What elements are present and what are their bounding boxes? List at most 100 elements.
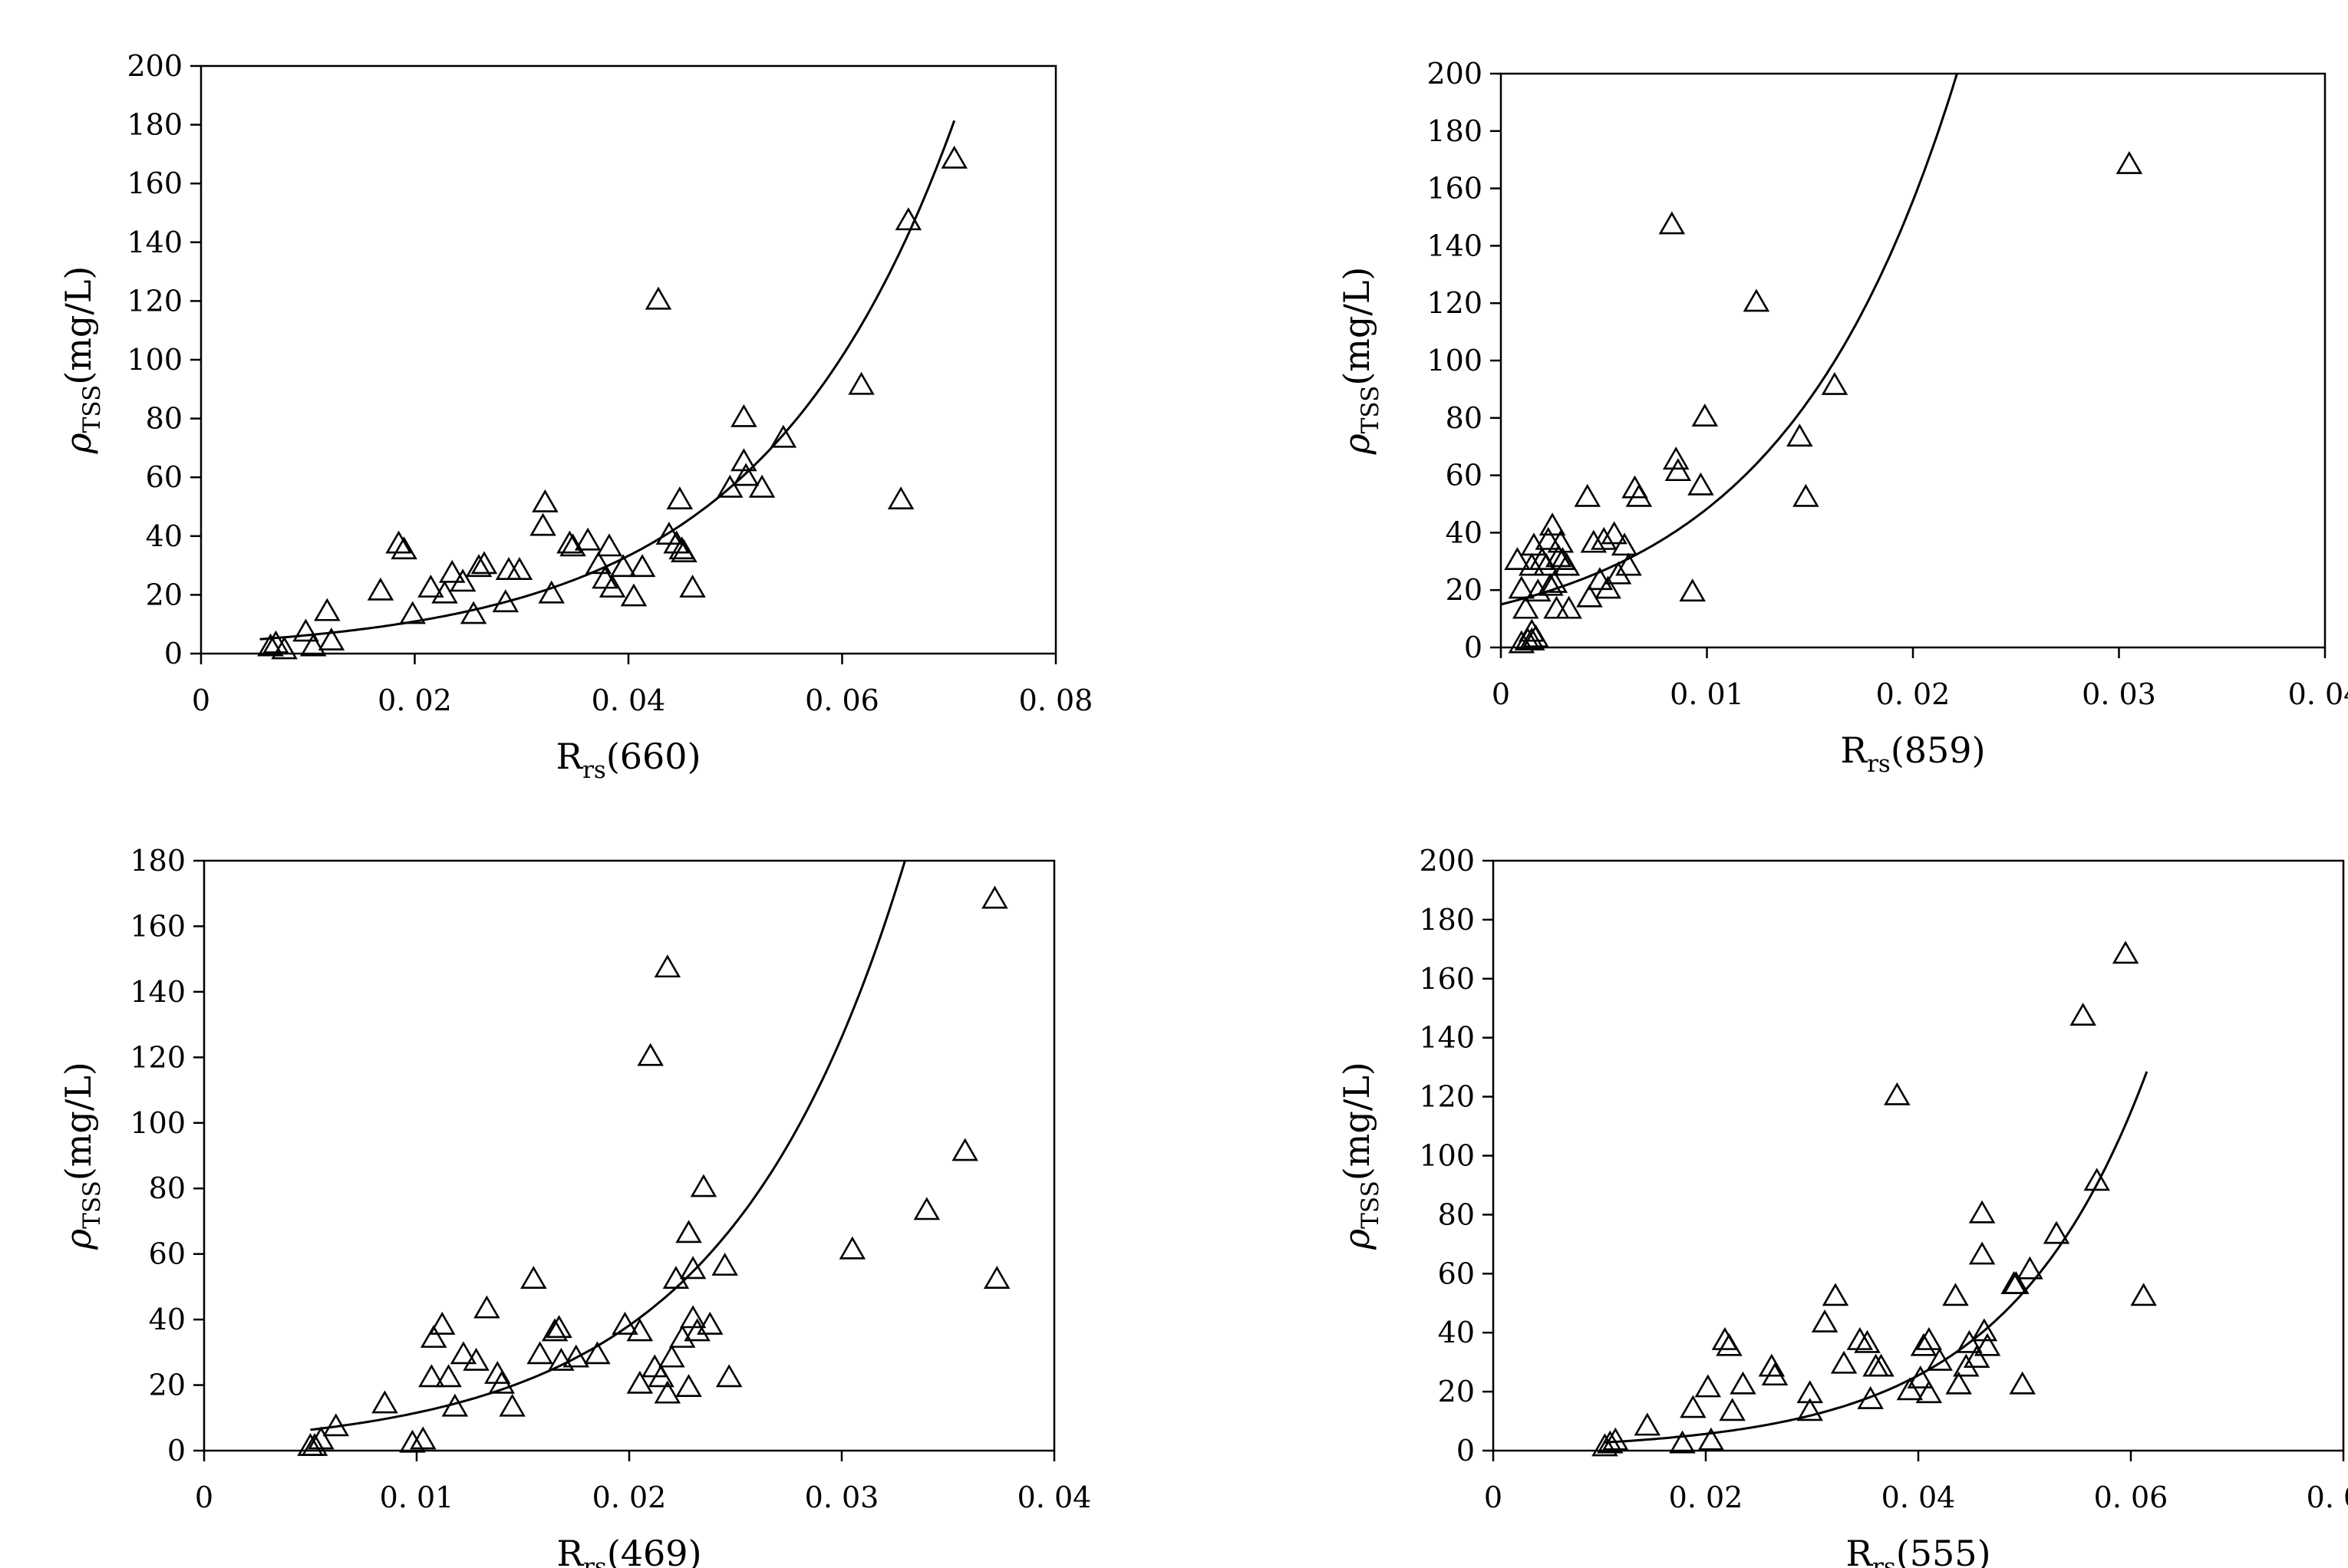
data-point-triangle [431, 580, 458, 604]
data-point-triangle [1532, 552, 1560, 576]
data-point-triangle [732, 463, 760, 486]
x-tick-label: 0. 08 [1019, 684, 1093, 717]
data-point-triangle [1604, 561, 1632, 585]
data-point-triangle [492, 589, 519, 613]
data-point-triangle [548, 1347, 575, 1371]
data-point-triangle [435, 1364, 462, 1388]
data-point-triangle [1786, 423, 1813, 447]
chart-panel-rrs859: 0 20 40 60 80 100 120 140 160 180 200 0 0. 01 0. 02 0.… [1336, 57, 2348, 778]
y-tick-label: 200 [1426, 57, 1482, 91]
fit-curve [1604, 1071, 2148, 1444]
data-point-triangle [292, 618, 319, 642]
data-point-triangle [399, 1429, 426, 1453]
data-point-triangle [1519, 627, 1545, 651]
data-point-triangle [1716, 1332, 1743, 1356]
data-point-triangle [675, 1374, 702, 1398]
y-tick-label: 0 [167, 1434, 186, 1468]
data-point-triangle [1586, 567, 1614, 591]
data-point-triangle [1691, 404, 1719, 427]
data-point-triangle [1730, 1371, 1756, 1395]
data-point-triangle [529, 512, 556, 536]
data-point-triangle [1974, 1332, 2001, 1356]
y-tick-label: 0 [1464, 631, 1482, 664]
x-tick-label: 0. 02 [1669, 1481, 1743, 1514]
data-point-triangle [574, 527, 602, 551]
x-axis-title: Rrs(555) [1845, 1533, 1990, 1568]
data-point-triangle [679, 1256, 707, 1280]
data-point-triangle [730, 404, 757, 427]
data-point-triangle [1926, 1347, 1953, 1371]
data-point-triangle [1792, 483, 1819, 507]
data-point-triangle [2043, 1220, 2070, 1244]
data-point-triangle [385, 530, 412, 554]
y-tick-label: 60 [1438, 1257, 1475, 1290]
data-point-triangle [556, 530, 583, 554]
data-point-triangle [2083, 1168, 2110, 1191]
y-tick-label: 200 [127, 49, 183, 83]
x-tick-label: 0. 04 [2288, 677, 2348, 711]
data-point-triangle [1758, 1353, 1786, 1377]
data-point-triangle [913, 1197, 941, 1220]
data-point-triangle [473, 1295, 500, 1319]
data-point-triangle [628, 554, 656, 578]
data-point-triangle [1796, 1398, 1823, 1421]
data-point-triangle [1680, 1395, 1707, 1418]
y-tick-label: 120 [127, 284, 183, 318]
data-point-triangle [1669, 1430, 1696, 1454]
data-point-triangle [438, 559, 466, 583]
data-point-triangle [1694, 1374, 1722, 1398]
y-axis-title: ρTSS(mg/L) [58, 266, 106, 455]
data-point-triangle [1590, 526, 1618, 550]
x-tick-label: 0. 04 [592, 684, 666, 717]
y-tick-label: 60 [146, 460, 183, 494]
data-point-triangle [2069, 1003, 2096, 1026]
data-point-triangle [417, 575, 444, 598]
y-tick-label: 20 [146, 578, 183, 611]
y-tick-label: 200 [1419, 844, 1475, 878]
y-tick-label: 80 [149, 1171, 186, 1205]
data-point-triangle [418, 1364, 445, 1388]
data-point-triangle [1915, 1327, 1943, 1350]
data-point-triangle [1601, 521, 1627, 545]
data-point-triangle [271, 636, 298, 660]
data-point-triangle [2116, 150, 2143, 174]
data-point-triangle [1634, 1412, 1661, 1436]
data-point-triangle [1537, 572, 1564, 596]
data-point-triangle [666, 486, 694, 510]
y-tick-label: 80 [1446, 401, 1482, 435]
x-tick-label: 0. 06 [805, 684, 879, 717]
x-tick-label: 0. 04 [1881, 1481, 1956, 1514]
y-tick-label: 140 [130, 975, 186, 1009]
data-point-triangle [1968, 1241, 1996, 1265]
data-point-triangle [526, 1341, 553, 1365]
data-point-triangle [1594, 575, 1621, 599]
data-point-triangle [463, 1347, 490, 1371]
data-point-triangle [1884, 1082, 1911, 1105]
data-point-triangle [308, 1426, 335, 1450]
data-point-triangle [1968, 1200, 1996, 1224]
x-tick-label: 0. 03 [805, 1481, 879, 1514]
x-axis-title: Rrs(660) [556, 736, 701, 784]
data-point-triangle [1545, 544, 1572, 568]
data-point-triangle [654, 954, 681, 978]
data-point-triangle [1535, 526, 1562, 550]
data-point-triangle [609, 554, 637, 578]
x-axis-title: Rrs(469) [556, 1533, 701, 1568]
y-tick-label: 120 [1419, 1080, 1475, 1114]
y-tick-label: 160 [1426, 172, 1482, 206]
y-tick-label: 180 [1426, 114, 1482, 148]
data-point-triangle [318, 627, 345, 651]
data-point-triangle [399, 601, 426, 624]
data-point-triangle [1854, 1329, 1881, 1353]
chart-panel-rrs469: 0 20 40 60 80 100 120 140 160 180 0 0. 01 0. 02 0. 03… [58, 844, 1091, 1568]
data-point-triangle [770, 424, 797, 448]
data-point-triangle [367, 577, 394, 601]
data-point-triangle [2130, 1283, 2157, 1306]
y-tick-label: 40 [146, 519, 183, 553]
data-point-triangle [1910, 1332, 1937, 1356]
x-tick-label: 0 [1492, 677, 1510, 711]
data-point-triangle [1822, 1283, 1849, 1306]
data-point-triangle [470, 551, 498, 575]
data-point-triangle [1664, 458, 1692, 482]
